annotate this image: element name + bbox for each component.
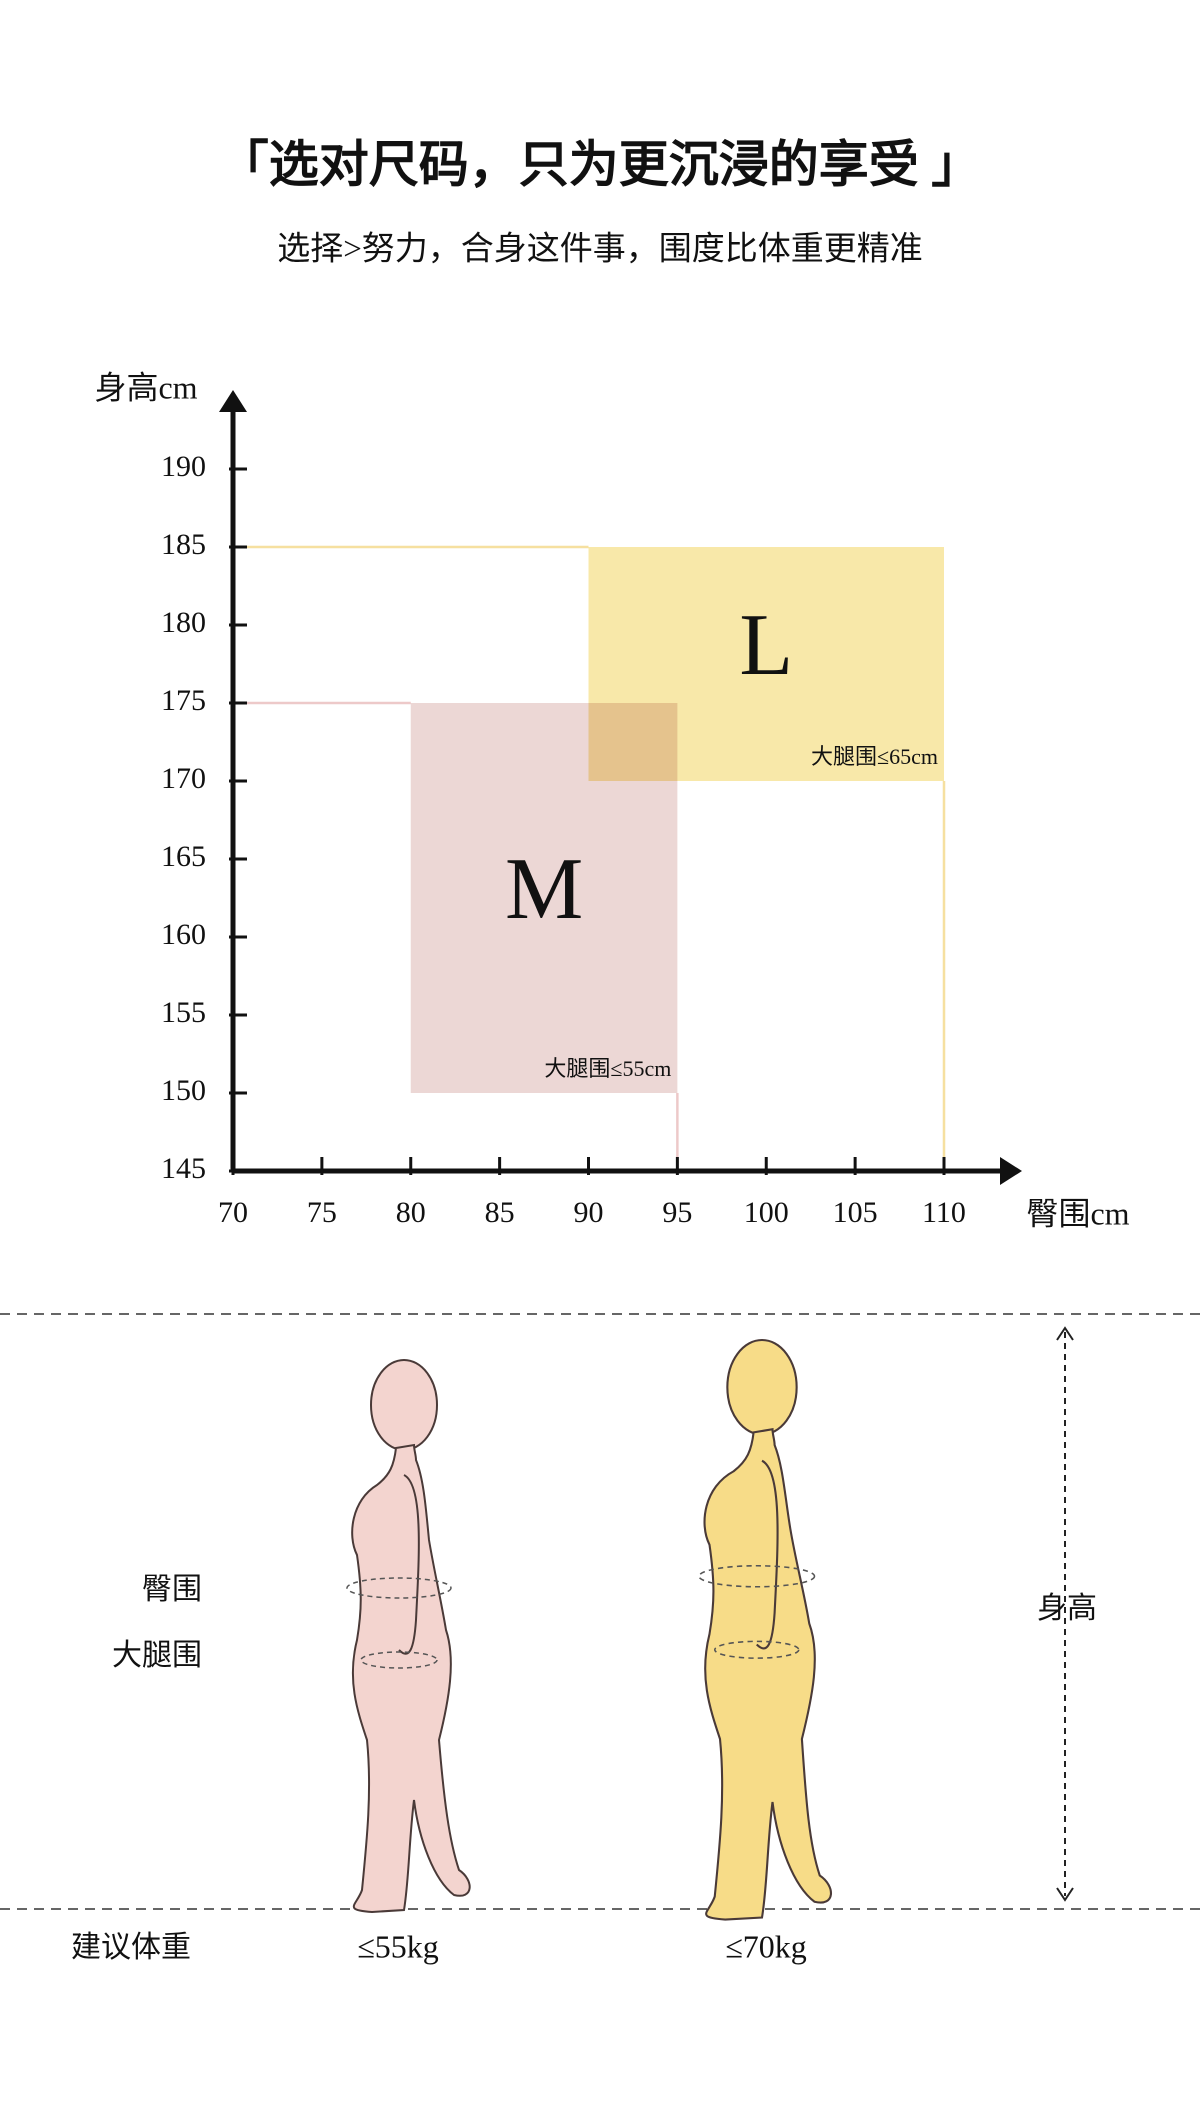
y-tick-label: 170 <box>161 762 206 795</box>
y-tick-label: 165 <box>161 840 206 873</box>
y-tick-label: 160 <box>161 918 206 951</box>
y-tick-label: 190 <box>161 450 206 483</box>
size-region <box>588 547 944 781</box>
y-arrow <box>219 390 247 412</box>
region-label: L <box>739 597 793 694</box>
x-tick-label: 75 <box>307 1196 337 1229</box>
hip-label: 臀围 <box>142 1573 202 1606</box>
y-tick-label: 150 <box>161 1074 206 1107</box>
x-tick-label: 110 <box>922 1196 966 1229</box>
weight-label: 建议体重 <box>71 1931 191 1964</box>
y-axis-label: 身高cm <box>94 369 197 405</box>
x-tick-label: 105 <box>833 1196 878 1229</box>
x-axis-label: 臀围cm <box>1026 1195 1129 1231</box>
x-tick-label: 80 <box>396 1196 426 1229</box>
region-note: 大腿围≤55cm <box>544 1056 671 1081</box>
x-tick-label: 70 <box>218 1196 248 1229</box>
title: 「选对尺码，只为更沉浸的享受 」 <box>219 136 982 192</box>
y-tick-label: 185 <box>161 528 206 561</box>
x-tick-label: 85 <box>485 1196 515 1229</box>
figure-m <box>346 1359 471 1914</box>
x-tick-label: 95 <box>662 1196 692 1229</box>
region-note: 大腿围≤65cm <box>811 744 938 769</box>
y-tick-label: 175 <box>161 684 206 717</box>
x-tick-label: 90 <box>574 1196 604 1229</box>
height-label: 身高 <box>1037 1592 1097 1625</box>
figure-l <box>698 1338 832 1921</box>
subtitle: 选择>努力，合身这件事，围度比体重更精准 <box>277 231 923 268</box>
region-label: M <box>505 841 583 938</box>
y-tick-label: 155 <box>161 996 206 1029</box>
thigh-label: 大腿围 <box>112 1639 202 1672</box>
x-tick-label: 100 <box>744 1196 789 1229</box>
x-arrow <box>1000 1157 1022 1185</box>
weight-m: ≤55kg <box>357 1928 439 1964</box>
weight-l: ≤70kg <box>725 1928 807 1964</box>
chart: M 大腿围≤55cm L 大腿围≤65cm 身高cm 臀围cm 145 150 155 160 16… <box>94 369 1129 1231</box>
arrow-heads <box>1056 1326 1074 1902</box>
y-tick-label: 180 <box>161 606 206 639</box>
y-tick-label: 145 <box>161 1152 206 1185</box>
